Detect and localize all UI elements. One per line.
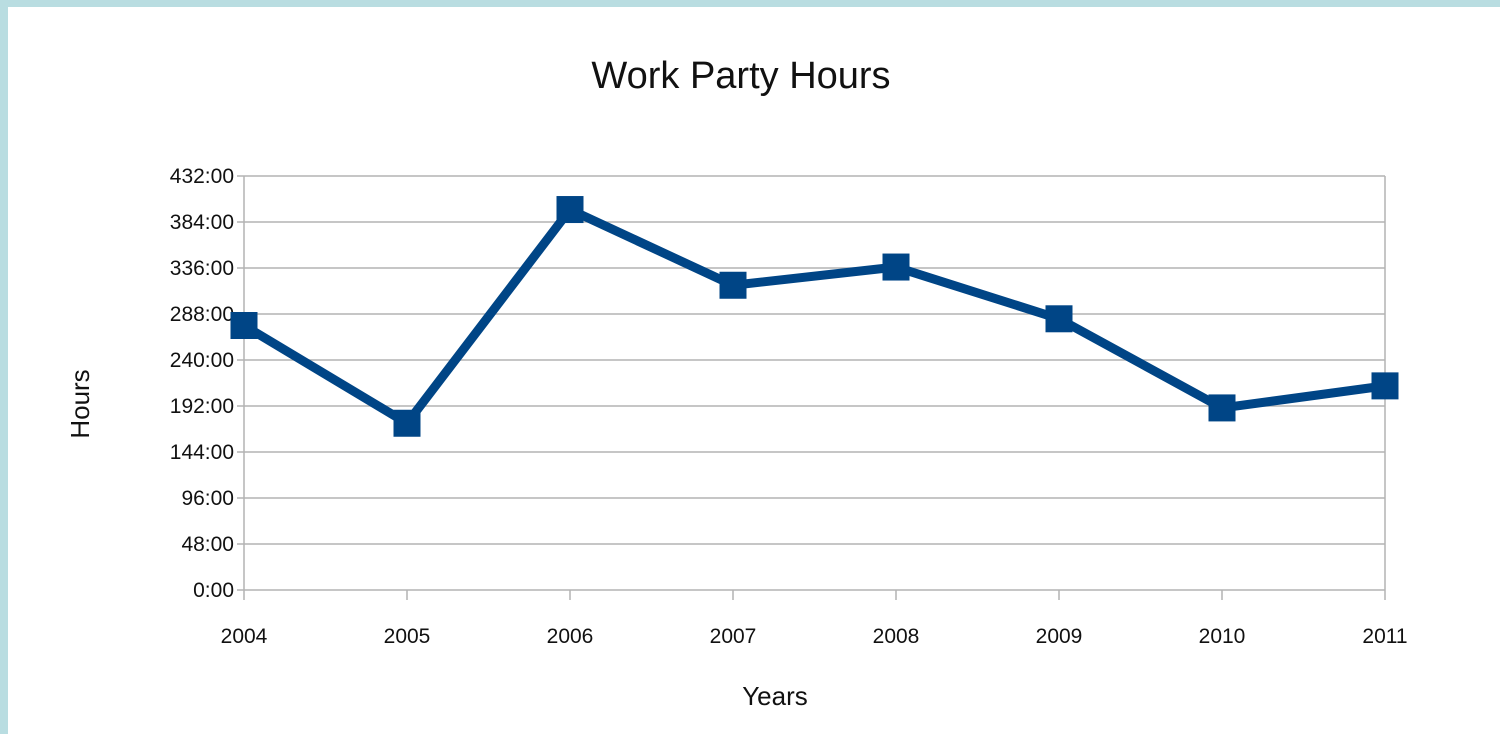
x-tick-label: 2007 [710,625,757,648]
data-point-2007 [719,271,747,299]
y-tick-label: 336:00 [170,257,234,280]
y-tick-label: 0:00 [193,579,234,602]
data-point-2006 [556,196,584,224]
y-tick-label: 240:00 [170,349,234,372]
x-tick-label: 2008 [873,625,920,648]
y-axis-label: Hours [65,369,95,438]
data-point-2009 [1045,305,1073,333]
x-tick-label: 2004 [221,625,268,648]
y-tick-label: 144:00 [170,441,234,464]
data-series [230,196,1399,437]
x-tick-label: 2005 [384,625,431,648]
y-tick-label: 432:00 [170,165,234,188]
x-tick-label: 2011 [1362,625,1407,648]
axes [237,175,1386,600]
data-point-2005 [393,409,421,437]
x-tick-labels: 2004 2005 2006 2007 2008 2009 2010 2011 [221,625,1408,648]
y-tick-label: 192:00 [170,395,234,418]
data-point-2011 [1371,372,1399,400]
y-tick-label: 288:00 [170,303,234,326]
y-tick-label: 96:00 [181,487,234,510]
data-point-2004 [230,312,258,339]
data-point-2008 [882,253,910,281]
x-axis-label: Years [742,681,808,711]
series-line [239,205,1390,428]
x-tick-label: 2009 [1036,625,1083,648]
x-tick-label: 2010 [1199,625,1246,648]
grid-lines [244,175,1385,591]
y-tick-label: 48:00 [181,533,234,556]
y-tick-labels: 0:00 48:00 96:00 144:00 192:00 240:00 288:00 33… [170,165,234,602]
data-point-2010 [1208,394,1236,422]
chart-card [8,7,1500,734]
chart-title: Work Party Hours [591,55,890,97]
y-tick-label: 384:00 [170,211,234,234]
x-tick-label: 2006 [547,625,594,648]
